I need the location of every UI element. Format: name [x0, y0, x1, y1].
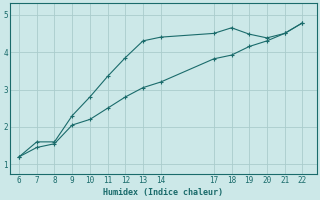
- X-axis label: Humidex (Indice chaleur): Humidex (Indice chaleur): [103, 188, 223, 197]
